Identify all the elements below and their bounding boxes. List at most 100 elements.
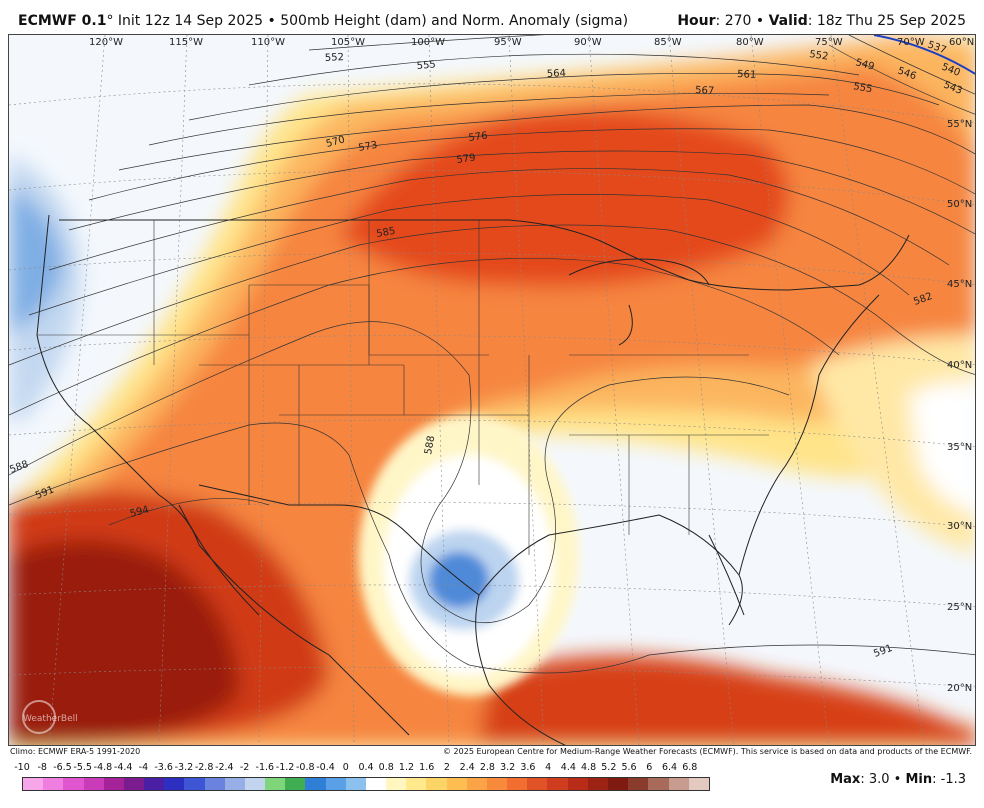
watermark-logo: WeatherBell bbox=[23, 714, 78, 724]
legend-swatch bbox=[63, 778, 84, 790]
hour-label: Hour bbox=[677, 13, 716, 29]
legend-label: 5.6 bbox=[621, 762, 637, 773]
red-core-north bbox=[339, 109, 789, 287]
legend-bar bbox=[22, 777, 710, 791]
hour-value: : 270 • bbox=[715, 13, 769, 29]
contour-588 bbox=[9, 321, 790, 624]
legend-swatch bbox=[123, 778, 145, 790]
latitude-label: 30°N bbox=[947, 521, 972, 532]
legend-swatch bbox=[285, 778, 306, 790]
state-line-east bbox=[569, 354, 769, 535]
contour-576 bbox=[48, 168, 950, 271]
footer: Climo: ECMWF ERA-5 1991-2020 © 2025 Euro… bbox=[8, 746, 976, 758]
west-coast bbox=[36, 214, 200, 546]
copyright-note: © 2025 European Centre for Medium-Range … bbox=[443, 747, 972, 756]
parallel-45n bbox=[9, 252, 975, 286]
parallel-50n bbox=[9, 170, 975, 206]
parallel-30n bbox=[9, 502, 975, 528]
maroon-core-southwest bbox=[9, 540, 239, 745]
legend-swatch bbox=[466, 778, 487, 790]
contour-label: 588 bbox=[423, 435, 437, 456]
legend-swatch bbox=[325, 778, 346, 790]
legend-swatch bbox=[164, 778, 185, 790]
legend-swatch bbox=[426, 778, 447, 790]
meridian-90w bbox=[588, 35, 640, 745]
legend-swatch bbox=[688, 778, 709, 790]
longitude-label: 100°W bbox=[411, 37, 445, 48]
legend-swatch bbox=[345, 778, 366, 790]
legend-swatch bbox=[144, 778, 165, 790]
legend-label: 2.8 bbox=[479, 762, 495, 773]
contour-label: 567 bbox=[695, 85, 715, 97]
latitude-label: 45°N bbox=[947, 279, 972, 290]
legend-label: 0.8 bbox=[378, 762, 394, 773]
legend-label: -4.8 bbox=[93, 762, 113, 773]
init-description: Init 12z 14 Sep 2025 • 500mb Height (dam… bbox=[113, 13, 629, 29]
longitude-label: 80°W bbox=[736, 37, 764, 48]
longitude-label: 70°W bbox=[897, 37, 925, 48]
meridian-80w bbox=[750, 35, 830, 745]
max-label: Max bbox=[830, 772, 861, 787]
legend-label: 2.4 bbox=[459, 762, 475, 773]
legend-swatch bbox=[184, 778, 205, 790]
red-core-gulf-south bbox=[479, 655, 975, 745]
east-coast bbox=[738, 294, 880, 576]
longitude-label: 75°W bbox=[815, 37, 843, 48]
anomaly-map: 120°W 115°W 110°W 105°W 100°W 95°W 90°W 85°W 80°… bbox=[8, 34, 976, 746]
legend-label: -5.5 bbox=[73, 762, 92, 773]
contour-label: 594 bbox=[129, 504, 150, 520]
legend-label: 0.4 bbox=[358, 762, 374, 773]
climo-note: Climo: ECMWF ERA-5 1991-2020 bbox=[10, 747, 141, 756]
longitude-label: 85°W bbox=[654, 37, 682, 48]
legend-label: 4 bbox=[545, 762, 552, 773]
us-mexico-border bbox=[198, 484, 480, 596]
contour-585 bbox=[9, 257, 840, 416]
legend-swatch bbox=[386, 778, 407, 790]
legend-swatch bbox=[567, 778, 588, 790]
meridian-100w bbox=[428, 35, 450, 745]
legend-label: 6.4 bbox=[661, 762, 678, 773]
contour-579 bbox=[28, 194, 910, 316]
contour-upper-a bbox=[848, 35, 975, 95]
contour-label: 570 bbox=[325, 134, 346, 150]
contour-label: 552 bbox=[325, 52, 345, 64]
contour-537-blue bbox=[873, 35, 975, 75]
contour-555 bbox=[248, 53, 860, 86]
contour-label: 549 bbox=[854, 57, 875, 73]
great-lakes bbox=[568, 258, 710, 346]
contour-label: 585 bbox=[376, 226, 397, 240]
contour-label: 555 bbox=[852, 81, 873, 95]
longitude-label: 90°W bbox=[574, 37, 602, 48]
legend-swatch bbox=[648, 778, 669, 790]
legend-label: 4.8 bbox=[581, 762, 597, 773]
legend-label: 3.6 bbox=[520, 762, 536, 773]
contour-upper-b bbox=[828, 44, 975, 115]
legend-swatch bbox=[587, 778, 608, 790]
color-legend: -10 -8 -6.5 -5.5 -4.8 -4.4 -4 -3.6 -3.2 -2.8 -2.4-… bbox=[10, 762, 710, 802]
legend-swatch bbox=[446, 778, 467, 790]
watermark-circle bbox=[22, 700, 56, 734]
parallel-35n bbox=[9, 419, 975, 448]
contour-564 bbox=[148, 92, 830, 146]
legend-swatch bbox=[527, 778, 548, 790]
max-value: : 3.0 • bbox=[860, 772, 906, 787]
legend-label: -2.4 bbox=[215, 762, 234, 773]
contour-594 bbox=[108, 498, 270, 526]
min-value: : -1.3 bbox=[932, 772, 966, 787]
legend-swatch bbox=[265, 778, 286, 790]
height-contours bbox=[9, 35, 975, 674]
graticule bbox=[9, 35, 975, 745]
legend-swatch bbox=[628, 778, 649, 790]
meridian-105w bbox=[347, 35, 355, 745]
valid-label: Valid bbox=[768, 13, 808, 29]
contour-573 bbox=[68, 150, 975, 235]
legend-labels: -10 -8 -6.5 -5.5 -4.8 -4.4 -4 -3.6 -3.2 -2.8 -2.4-… bbox=[10, 762, 710, 774]
legend-swatch bbox=[305, 778, 326, 790]
longitude-label: 115°W bbox=[169, 37, 203, 48]
legend-label: -1.2 bbox=[275, 762, 295, 773]
max-min: Max: 3.0 • Min: -1.3 bbox=[830, 772, 966, 787]
contour-label: 561 bbox=[737, 69, 757, 81]
texas-low bbox=[359, 415, 579, 695]
legend-swatch bbox=[406, 778, 427, 790]
legend-label: 5.2 bbox=[601, 762, 617, 773]
